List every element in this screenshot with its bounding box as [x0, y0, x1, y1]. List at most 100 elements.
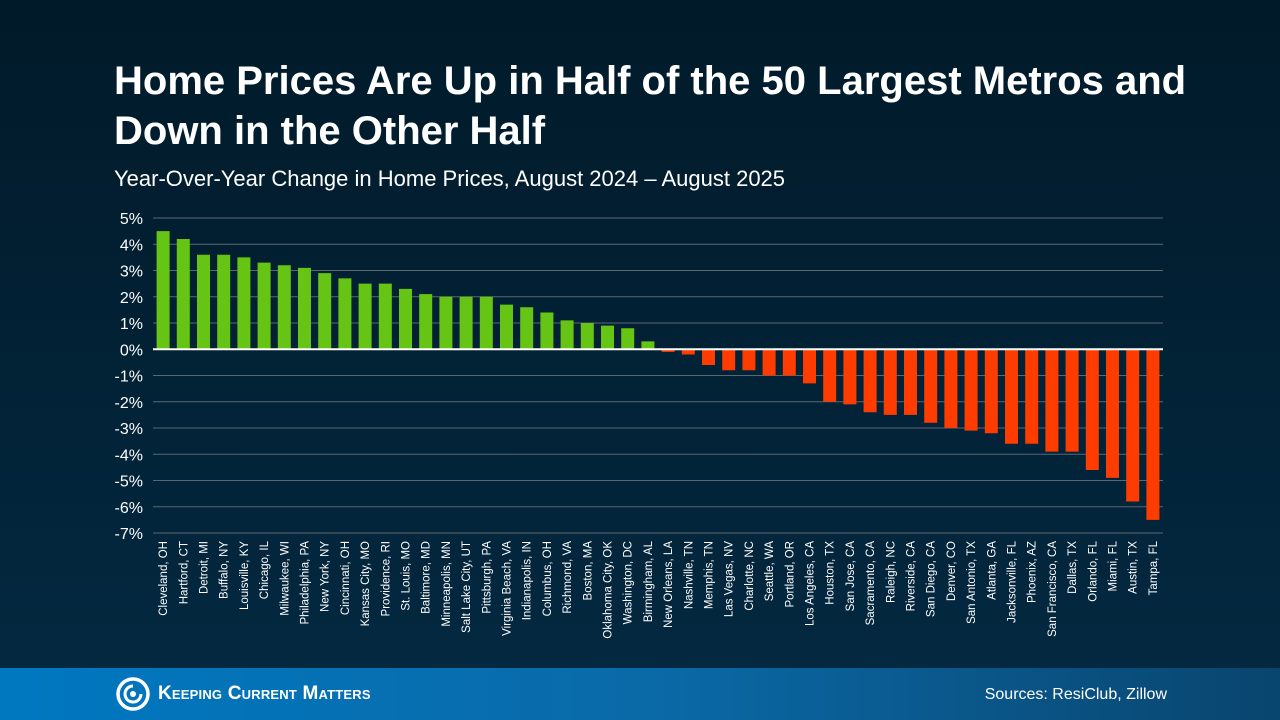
x-tick-label: Portland, OR — [784, 541, 796, 607]
bar — [782, 349, 796, 376]
bar — [1045, 349, 1059, 452]
bar — [419, 294, 433, 350]
x-tick-label: Raleigh, NC — [885, 541, 897, 603]
bar — [803, 349, 816, 384]
y-tick-label: 4% — [120, 237, 143, 254]
bar — [318, 273, 332, 350]
bar — [843, 349, 857, 405]
bar — [378, 283, 392, 350]
x-tick-label: Columbus, OH — [542, 541, 554, 616]
bar — [580, 323, 594, 350]
x-tick-label: Richmond, VA — [562, 541, 574, 614]
x-tick-label: Cleveland, OH — [158, 541, 170, 616]
x-tick-label: Virginia Beach, VA — [502, 541, 514, 636]
y-tick-label: 2% — [120, 290, 143, 307]
bar — [823, 349, 837, 402]
y-tick-label: -6% — [115, 500, 143, 517]
x-tick-label: St. Louis, MO — [401, 541, 413, 611]
bar — [197, 254, 210, 350]
bar — [1126, 349, 1140, 502]
swirl-logo-icon — [116, 677, 150, 711]
x-tick-label: Detroit, MI — [199, 541, 211, 594]
x-tick-label: Seattle, WA — [764, 541, 776, 602]
bar — [217, 254, 231, 350]
brand-name: Keeping Current Matters — [158, 683, 371, 704]
x-tick-label: Sacramento, CA — [865, 541, 877, 626]
brand-logo: Keeping Current Matters — [116, 677, 371, 711]
x-tick-label: Minneapolis, MN — [441, 541, 453, 627]
x-tick-label: San Antonio, TX — [966, 541, 978, 624]
bar — [176, 239, 190, 350]
y-tick-label: -4% — [115, 447, 143, 464]
y-tick-label: 1% — [120, 316, 143, 333]
x-tick-label: Los Angeles, CA — [805, 541, 817, 626]
y-tick-label: -7% — [115, 526, 143, 543]
chart-subtitle: Year-Over-Year Change in Home Prices, Au… — [114, 166, 786, 191]
bar — [156, 231, 170, 350]
y-tick-label: -3% — [115, 421, 143, 438]
bar — [1085, 349, 1099, 470]
bar — [1025, 349, 1039, 444]
x-tick-label: Austin, TX — [1128, 541, 1140, 594]
bar — [621, 328, 635, 350]
bar — [661, 349, 675, 352]
x-tick-label: Tampa, FL — [1148, 540, 1160, 595]
x-tick-label: Pittsburgh, PA — [481, 541, 493, 614]
chart-title: Home Prices Are Up in Half of the 50 Lar… — [114, 59, 1187, 153]
x-tick-label: Buffalo, NY — [219, 541, 231, 599]
x-tick-label: Indianapolis, IN — [522, 541, 534, 620]
bar — [1005, 349, 1018, 444]
bar — [540, 312, 554, 350]
x-tick-label: Jacksonville, FL — [1007, 540, 1019, 622]
x-tick-label: Cincinnati, OH — [340, 541, 352, 615]
bar — [863, 349, 877, 413]
sources-text: Sources: ResiClub, Zillow — [984, 686, 1167, 703]
x-tick-label: Orlando, FL — [1087, 540, 1099, 601]
x-tick-label: Memphis, TN — [704, 541, 716, 609]
x-tick-label: Miami, FL — [1108, 540, 1120, 591]
x-tick-label: San Diego, CA — [926, 541, 938, 617]
x-tick-label: Oklahoma City, OK — [603, 541, 615, 639]
x-tick-label: Houston, TX — [825, 541, 837, 605]
x-tick-label: Birmingham, AL — [643, 540, 655, 622]
bar — [904, 349, 917, 415]
bar — [1146, 349, 1160, 520]
bar — [883, 349, 897, 415]
x-tick-label: Phoenix, AZ — [1027, 541, 1039, 603]
x-tick-label: Chicago, IL — [259, 540, 271, 599]
y-tick-label: -2% — [115, 395, 143, 412]
bar — [702, 349, 715, 365]
bar — [560, 320, 574, 350]
bar — [399, 288, 412, 350]
y-tick-label: 3% — [120, 264, 143, 281]
x-tick-label: Dallas, TX — [1067, 541, 1079, 594]
x-tick-label: Louisville, KY — [239, 541, 251, 610]
bar — [641, 341, 655, 350]
bar — [964, 349, 978, 431]
x-tick-label: Boston, MA — [582, 541, 594, 601]
bar — [742, 349, 756, 371]
bar — [520, 307, 534, 350]
x-tick-label: Hartford, CT — [178, 541, 190, 604]
x-tick-label: Atlanta, GA — [986, 541, 998, 600]
footer: Keeping Current Matters Sources: ResiClu… — [0, 668, 1280, 720]
bar — [459, 296, 473, 350]
bar — [722, 349, 736, 371]
bar — [257, 262, 271, 350]
x-tick-label: Kansas City, MO — [360, 541, 372, 626]
bar — [358, 283, 372, 350]
y-tick-label: -1% — [115, 369, 143, 386]
x-tick-label: Providence, RI — [380, 541, 392, 616]
bar — [1065, 349, 1079, 452]
bar — [298, 267, 311, 350]
bar — [924, 349, 938, 423]
bar — [237, 257, 251, 350]
y-tick-label: 5% — [120, 211, 143, 228]
bar — [479, 296, 493, 350]
bar — [338, 278, 352, 350]
x-tick-label: Salt Lake City, UT — [461, 541, 473, 633]
bar — [277, 265, 291, 350]
bar — [984, 349, 998, 434]
bar — [500, 304, 513, 350]
bar — [944, 349, 958, 428]
